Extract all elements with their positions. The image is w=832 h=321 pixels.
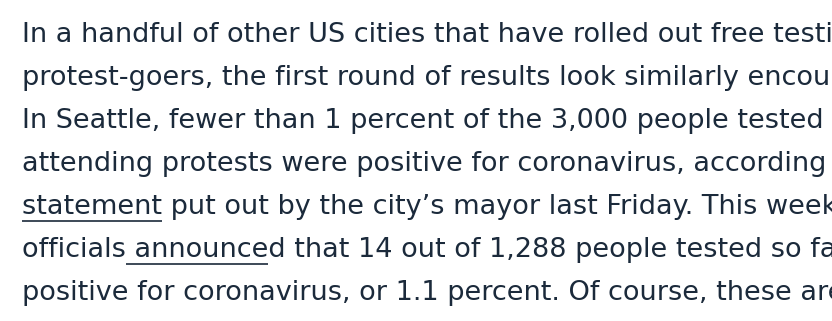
Text: statement put out by the city’s mayor last Friday. This week, Boston: statement put out by the city’s mayor la… <box>22 194 832 220</box>
Text: In Seattle, fewer than 1 percent of the 3,000 people tested after: In Seattle, fewer than 1 percent of the … <box>22 108 832 134</box>
Text: In a handful of other US cities that have rolled out free testing for: In a handful of other US cities that hav… <box>22 22 832 48</box>
Text: positive for coronavirus, or 1.1 percent. Of course, these are only: positive for coronavirus, or 1.1 percent… <box>22 280 832 306</box>
Text: attending protests were positive for coronavirus, according to a: attending protests were positive for cor… <box>22 151 832 177</box>
Text: officials announced that 14 out of 1,288 people tested so far were: officials announced that 14 out of 1,288… <box>22 237 832 263</box>
Text: protest-goers, the first round of results look similarly encouraging.: protest-goers, the first round of result… <box>22 65 832 91</box>
